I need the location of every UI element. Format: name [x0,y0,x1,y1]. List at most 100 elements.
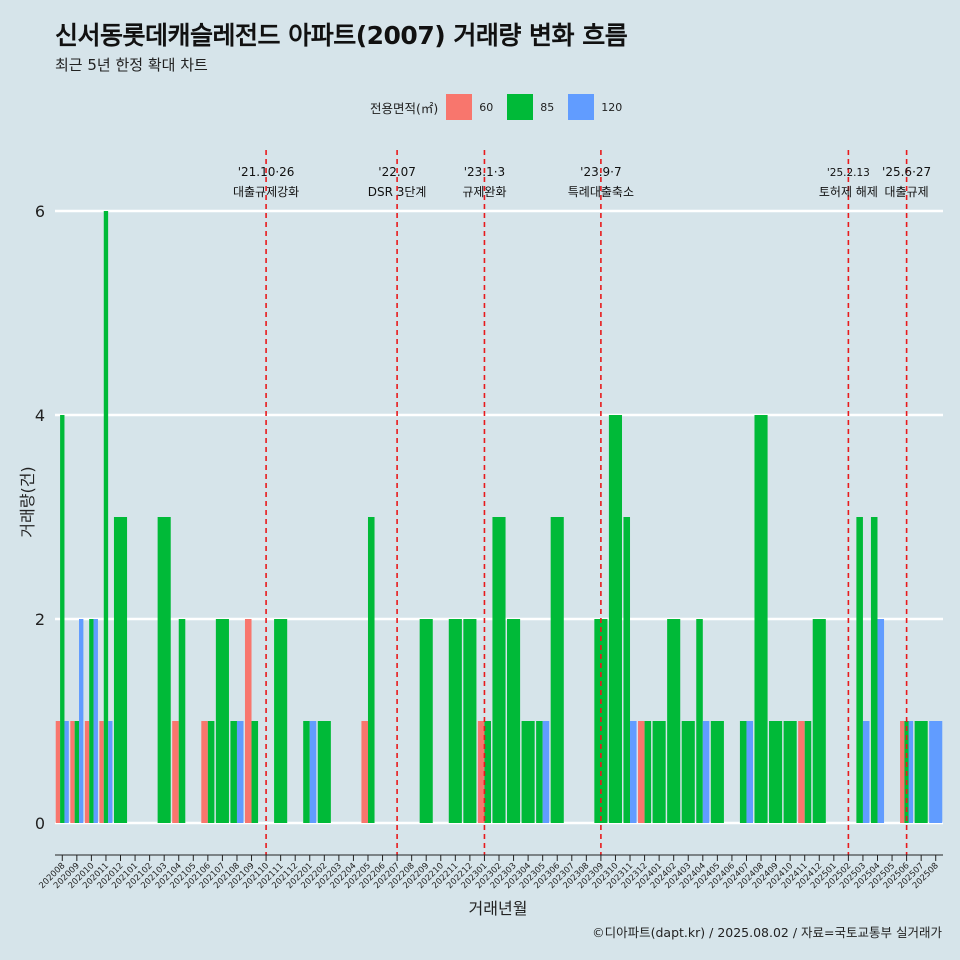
event-desc-label: 대출규제강화 [233,185,299,199]
bar-85-202106 [207,721,215,823]
bar-85-202403 [681,721,695,823]
bar-85-202301 [484,721,491,823]
legend-label-120: 120 [601,100,623,114]
bar-120-202311 [630,721,637,823]
chart-subtitle: 최근 5년 한정 확대 차트 [55,56,208,74]
bar-85-202305 [536,721,543,823]
bar-60-202009 [70,721,75,823]
bar-85-202205 [367,517,375,823]
bar-85-202408 [754,415,768,823]
bar-120-202201 [309,721,317,823]
bar-120-202503 [862,721,870,823]
event-date-label: '23.9·7 [580,165,621,179]
legend-label-85: 85 [540,100,555,114]
bar-85-202211 [448,619,462,823]
event-date-label: '22.07 [378,165,416,179]
event-desc-label: 토허제 해제 [819,185,878,199]
y-tick-label: 2 [35,610,45,629]
bar-85-202504 [870,517,878,823]
caption: ©디아파트(dapt.kr) / 2025.08.02 / 자료=국토교통부 실… [592,925,942,940]
event-date-label: '25.6·27 [882,165,931,179]
bar-60-202506 [900,721,905,823]
bar-85-202410 [783,721,797,823]
bar-85-202111 [274,619,288,823]
bar-85-202108 [230,721,237,823]
bar-85-202103 [157,517,171,823]
bar-85-202311 [623,517,631,823]
bars [55,211,943,823]
legend-key-120 [568,94,595,120]
bar-85-202411 [804,721,812,823]
bar-120-202506 [908,721,914,823]
bar-60-202106 [201,721,208,823]
legend-key-85 [507,94,534,120]
event-desc-label: 대출규제 [885,185,929,199]
bar-85-202306 [550,517,564,823]
bar-120-202404 [702,721,710,823]
bar-60-202104 [172,721,179,823]
bar-85-202302 [492,517,506,823]
bar-120-202010 [93,619,98,823]
bar-85-202202 [317,721,331,823]
legend-key-60 [446,94,473,120]
bar-120-202008 [64,721,69,823]
bar-120-202504 [877,619,885,823]
bar-60-202011 [99,721,104,823]
bar-85-202209 [419,619,433,823]
bar-85-202303 [507,619,521,823]
legend: 전용면적(㎡) 60 85 120 [370,93,636,121]
event-lines: '21.10·26 대출규제강화 '22.07 DSR 3단계 '23.1·3 규제완화 '… [233,150,931,855]
bar-85-202412 [812,619,826,823]
bar-85-202104 [178,619,186,823]
x-axis-label: 거래년월 [469,899,528,918]
event-date-label: '21.10·26 [238,165,295,179]
event-desc-label: DSR 3단계 [368,185,427,199]
y-tick-label: 6 [35,202,45,221]
bar-60-202411 [798,721,805,823]
y-tick-label: 0 [35,814,45,833]
bar-85-202304 [521,721,535,823]
bar-85-202503 [856,517,863,823]
bar-85-202407 [739,721,747,823]
bar-85-202201 [303,721,310,823]
bar-85-202312 [644,721,652,823]
bar-85-202507 [914,721,928,823]
bar-120-202009 [79,619,84,823]
legend-title: 전용면적(㎡) [370,100,439,116]
event-desc-label: 규제완화 [462,185,506,199]
bar-60-202301 [477,721,485,823]
bar-85-202012 [113,517,128,823]
bar-85-202010 [89,619,94,823]
bar-60-202205 [361,721,368,823]
event-desc-label: 특례대출축소 [568,185,634,199]
bar-85-202401 [652,721,666,823]
event-date-label: '25.2.13 [827,167,870,179]
x-axis: 2020082020092020102020112020122021012021… [37,854,943,891]
bar-120-202508 [929,721,943,823]
bar-85-202009 [74,721,80,823]
bar-85-202109 [251,721,259,823]
bar-85-202107 [215,619,229,823]
bar-60-202312 [638,721,645,823]
bar-85-202402 [667,619,681,823]
bar-85-202404 [696,619,703,823]
bar-85-202405 [710,721,724,823]
y-axis-label: 거래량(건) [18,466,37,537]
bar-60-202109 [244,619,252,823]
bar-120-202407 [746,721,754,823]
bar-120-202011 [108,721,113,823]
y-tick-label: 4 [35,406,45,425]
chart-title: 신서동롯데캐슬레전드 아파트(2007) 거래량 변화 흐름 [55,21,628,50]
bar-120-202108 [236,721,244,823]
bar-85-202310 [608,415,623,823]
legend-label-60: 60 [479,100,494,114]
bar-85-202409 [769,721,783,823]
bar-85-202212 [463,619,477,823]
bar-120-202305 [542,721,550,823]
bar-60-202008 [55,721,61,823]
bar-85-202011 [103,211,109,823]
bar-85-202008 [60,415,65,823]
bar-60-202010 [84,721,90,823]
event-date-label: '23.1·3 [464,165,505,179]
